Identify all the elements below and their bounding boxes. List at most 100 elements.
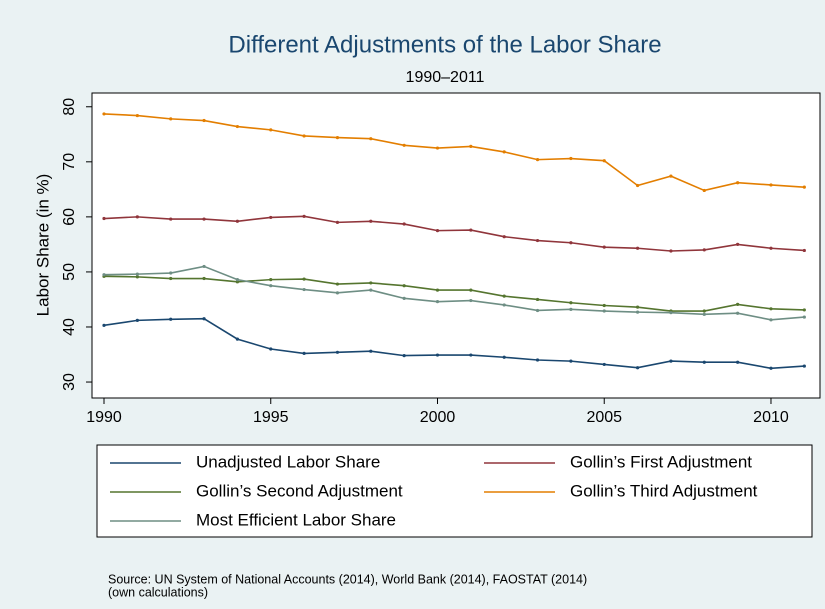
data-point <box>769 366 773 370</box>
data-point <box>335 291 340 295</box>
data-point <box>535 308 540 313</box>
data-point <box>335 350 340 354</box>
data-point <box>435 300 440 304</box>
data-point <box>802 364 806 368</box>
data-point <box>469 298 473 303</box>
data-point <box>502 303 506 307</box>
data-point <box>269 128 273 132</box>
data-point <box>569 156 573 161</box>
legend-label: Gollin’s Third Adjustment <box>570 481 758 500</box>
series-line <box>103 317 805 370</box>
data-point <box>202 317 206 321</box>
data-point <box>235 219 239 223</box>
data-point <box>102 216 106 221</box>
legend-label: Unadjusted Labor Share <box>196 452 380 471</box>
data-point <box>802 315 806 319</box>
data-point <box>569 241 573 245</box>
data-point <box>202 276 206 281</box>
x-tick-label: 1995 <box>253 409 289 426</box>
data-point <box>535 238 540 243</box>
data-point <box>469 353 473 357</box>
data-point <box>802 248 806 253</box>
x-tick-label: 2005 <box>586 409 622 426</box>
legend-label: Most Efficient Labor Share <box>196 510 396 529</box>
data-point <box>369 137 373 141</box>
x-tick-label: 2000 <box>420 409 456 426</box>
data-point <box>235 124 239 129</box>
data-point <box>335 135 340 140</box>
data-point <box>235 278 239 282</box>
data-point <box>635 310 640 314</box>
data-point <box>369 281 373 285</box>
data-point <box>635 246 640 250</box>
data-point <box>736 302 740 307</box>
source-note: Source: UN System of National Accounts (… <box>108 572 587 586</box>
y-tick-label: 60 <box>61 208 78 226</box>
data-point <box>635 183 640 188</box>
data-point <box>669 249 673 253</box>
legend-label: Gollin’s First Adjustment <box>570 452 752 471</box>
data-point <box>602 309 606 313</box>
series-line <box>103 275 805 312</box>
data-point <box>435 288 440 292</box>
data-point <box>402 296 406 300</box>
series-line <box>103 265 805 321</box>
data-point <box>569 307 573 311</box>
data-point <box>402 143 406 147</box>
data-point <box>302 214 306 218</box>
data-point <box>169 317 173 321</box>
data-point <box>602 362 606 367</box>
data-point <box>435 146 440 150</box>
y-tick-label: 80 <box>61 98 78 116</box>
data-point <box>269 215 273 220</box>
data-point <box>769 183 773 187</box>
series-line <box>103 215 805 252</box>
legend-label: Gollin’s Second Adjustment <box>196 481 403 500</box>
data-point <box>502 355 506 359</box>
data-point <box>102 273 106 277</box>
data-point <box>135 215 139 219</box>
chart-subtitle: 1990–2011 <box>406 69 485 86</box>
data-point <box>369 219 373 223</box>
chart-title: Different Adjustments of the Labor Share <box>228 31 661 58</box>
data-point <box>736 311 740 315</box>
data-point <box>535 297 540 302</box>
data-point <box>402 354 406 358</box>
data-point <box>169 117 173 121</box>
y-axis-title: Labor Share (in %) <box>33 174 52 317</box>
data-point <box>602 303 606 308</box>
plot-area <box>91 92 821 399</box>
data-point <box>502 150 506 154</box>
data-point <box>402 284 406 288</box>
data-point <box>802 185 806 189</box>
data-point <box>736 242 740 246</box>
data-point <box>702 188 706 193</box>
x-tick-label: 1990 <box>86 409 122 426</box>
data-point <box>335 282 340 286</box>
data-point <box>602 245 606 249</box>
data-point <box>369 288 373 292</box>
data-point <box>135 113 139 118</box>
data-point <box>535 158 540 162</box>
data-point <box>102 323 106 327</box>
data-point <box>635 305 640 309</box>
data-point <box>669 174 673 178</box>
data-point <box>302 134 306 138</box>
data-point <box>502 294 506 298</box>
data-point <box>402 222 406 226</box>
data-point <box>235 280 239 284</box>
y-tick-label: 40 <box>61 318 78 336</box>
data-point <box>269 284 273 288</box>
data-point <box>669 311 673 315</box>
data-point <box>535 358 540 362</box>
data-point <box>269 278 273 282</box>
data-point <box>602 159 606 163</box>
data-point <box>802 308 806 312</box>
y-tick-label: 30 <box>61 373 78 391</box>
data-point <box>702 360 706 364</box>
data-point <box>769 318 773 322</box>
data-point <box>269 347 273 351</box>
data-point <box>235 337 239 341</box>
data-point <box>635 366 640 370</box>
